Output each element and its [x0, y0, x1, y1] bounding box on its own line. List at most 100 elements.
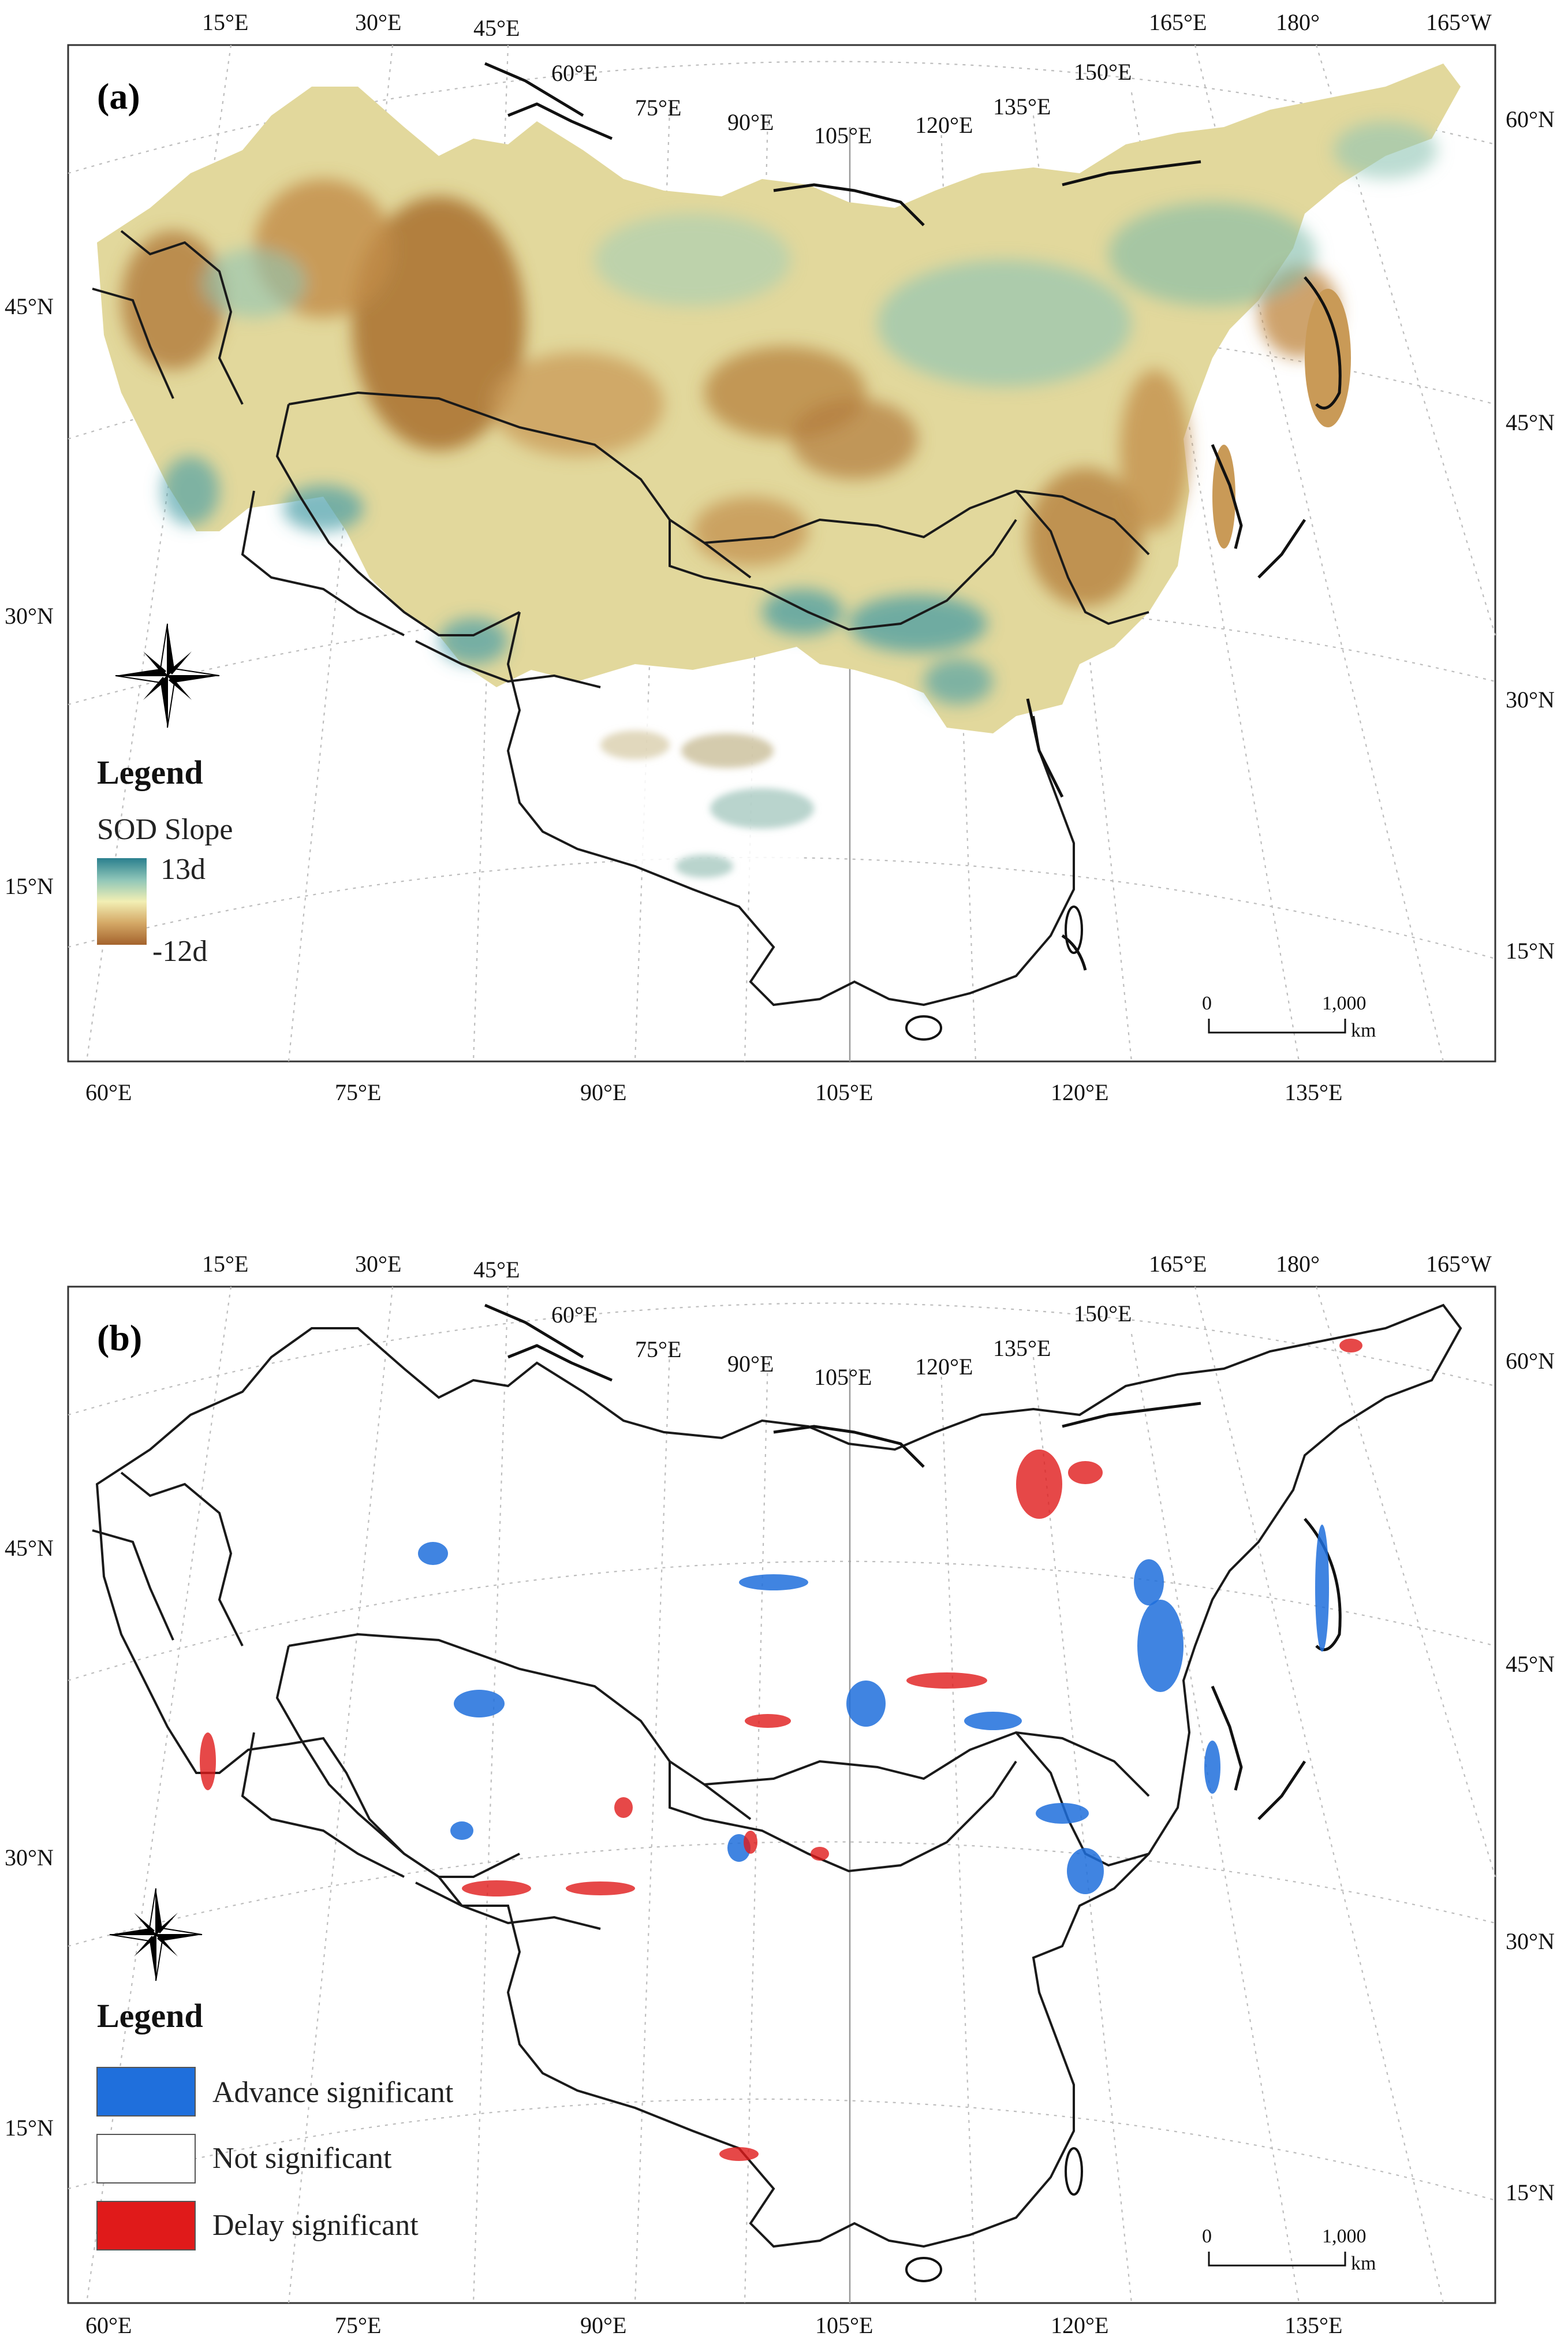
advance-significant-patch: [1137, 1600, 1184, 1692]
left-tick: 30°N: [5, 603, 54, 629]
sakhalin-raster: [1212, 445, 1235, 549]
top-tick: 165°E: [1149, 1251, 1207, 1277]
landmass-outline: [95, 1303, 1462, 2248]
right-tick: 30°N: [1506, 1928, 1555, 1954]
advance-significant-patch: [739, 1574, 808, 1590]
scale-unit: km: [1351, 2253, 1376, 2274]
delay-significant-patch: [1339, 1339, 1362, 1352]
advance-significant-patch: [418, 1542, 448, 1565]
legend-label-not-significant: Not significant: [212, 2142, 392, 2175]
top-tick: 135°E: [993, 1335, 1051, 1361]
top-tick: 105°E: [814, 1364, 872, 1390]
scale-zero: 0: [1202, 993, 1212, 1014]
north-arrow: [115, 623, 220, 728]
top-tick: 135°E: [993, 94, 1051, 120]
top-tick: 180°: [1276, 1251, 1320, 1277]
top-tick: 30°E: [355, 9, 401, 35]
scale-zero: 0: [1202, 2226, 1212, 2247]
delay-significant-patch: [1068, 1461, 1103, 1484]
ramp-min-label: -12d: [152, 935, 207, 968]
top-tick: 90°E: [727, 1351, 774, 1377]
right-tick: 60°N: [1506, 1348, 1555, 1374]
scale-unit: km: [1351, 1020, 1376, 1041]
delay-significant-patch: [614, 1797, 633, 1818]
bottom-tick: 120°E: [1051, 1079, 1108, 1105]
country-borders: [92, 230, 1150, 1007]
delay-significant-patch: [1016, 1450, 1062, 1519]
country-borders: [92, 1471, 1150, 1930]
delay-significant-patch: [906, 1672, 987, 1689]
left-tick: 45°N: [5, 1535, 54, 1561]
top-tick: 150°E: [1074, 1301, 1132, 1327]
bottom-tick: 90°E: [580, 2312, 626, 2338]
advance-significant-areas: [418, 1525, 1329, 1894]
top-tick: 60°E: [551, 60, 598, 86]
legend: Legend Advance significant Not significa…: [96, 1997, 454, 2250]
top-tick: 30°E: [355, 1251, 401, 1277]
legend-label-advance: Advance significant: [212, 2076, 454, 2109]
panel-label: (b): [97, 1317, 142, 1358]
ramp-max-label: 13d: [160, 853, 206, 886]
left-tick: 30°N: [5, 1845, 54, 1870]
delay-significant-patch: [200, 1732, 216, 1790]
left-tick: 15°N: [5, 873, 54, 899]
scale-bar: 0 1,000 km: [1202, 2226, 1376, 2274]
legend-subtitle: SOD Slope: [97, 813, 233, 846]
top-tick: 165°W: [1426, 1251, 1492, 1277]
sod-slope-raster: [97, 64, 1461, 891]
tick-labels: 15°E 30°E 45°E 60°E 75°E 90°E 105°E 120°…: [5, 9, 1555, 1105]
bottom-tick: 60°E: [85, 2312, 132, 2338]
legend: Legend SOD Slope 13d -12d: [97, 754, 233, 968]
legend-swatch-advance: [96, 2067, 196, 2117]
right-tick: 15°N: [1506, 2179, 1555, 2205]
right-tick: 45°N: [1506, 409, 1555, 435]
top-tick: 90°E: [727, 109, 774, 135]
advance-significant-patch: [846, 1681, 886, 1727]
advance-significant-patch: [1067, 1848, 1104, 1894]
bottom-tick: 135°E: [1285, 1079, 1342, 1105]
delay-significant-patch: [566, 1881, 635, 1895]
north-arrow: [109, 1888, 203, 1981]
top-tick: 165°W: [1426, 9, 1492, 35]
map-panel-b: (b) 15°E 30°E 45°E 60°E 75°E 90°E 105°E …: [5, 1251, 1555, 2338]
top-tick: 45°E: [473, 15, 520, 41]
delay-significant-patch: [462, 1880, 531, 1896]
top-tick: 75°E: [635, 95, 681, 121]
top-tick: 120°E: [915, 1354, 973, 1380]
legend-swatch-not-significant: [96, 2134, 196, 2183]
bottom-tick: 105°E: [815, 1079, 873, 1105]
bottom-tick: 120°E: [1051, 2312, 1108, 2338]
color-ramp: [97, 858, 147, 945]
right-tick: 45°N: [1506, 1651, 1555, 1677]
right-tick: 60°N: [1506, 106, 1555, 132]
top-tick: 45°E: [473, 1257, 520, 1283]
bottom-tick: 60°E: [85, 1079, 132, 1105]
legend-title: Legend: [97, 754, 203, 791]
hainan-outline: [905, 2257, 942, 2282]
bottom-tick: 90°E: [580, 1079, 626, 1105]
bottom-tick: 135°E: [1285, 2312, 1342, 2338]
tick-labels: 15°E 30°E 45°E 60°E 75°E 90°E 105°E 120°…: [5, 1251, 1555, 2338]
taiwan-outline: [1065, 2147, 1083, 2196]
legend-label-delay: Delay significant: [212, 2209, 419, 2242]
map-panel-a: (a) 15°E 30°E 45°E 60°E 75°E 90°E 105°E …: [5, 9, 1555, 1105]
top-tick: 105°E: [814, 122, 872, 148]
right-tick: 30°N: [1506, 687, 1555, 713]
bottom-tick: 105°E: [815, 2312, 873, 2338]
delay-significant-patch: [745, 1714, 791, 1728]
top-tick: 150°E: [1074, 59, 1132, 85]
panel-label: (a): [97, 76, 140, 117]
delay-significant-patch: [719, 2147, 759, 2161]
delay-significant-patch: [811, 1847, 829, 1861]
advance-significant-patch: [964, 1712, 1022, 1730]
taiwan-outline: [1065, 906, 1083, 954]
top-tick: 120°E: [915, 112, 973, 138]
scale-max: 1,000: [1322, 2226, 1367, 2247]
advance-significant-patch: [454, 1690, 505, 1717]
top-tick: 60°E: [551, 1302, 598, 1328]
scale-bar: 0 1,000 km: [1202, 993, 1376, 1041]
top-tick: 15°E: [202, 9, 248, 35]
scale-max: 1,000: [1322, 993, 1367, 1014]
advance-significant-patch: [450, 1821, 473, 1840]
right-tick: 15°N: [1506, 938, 1555, 964]
